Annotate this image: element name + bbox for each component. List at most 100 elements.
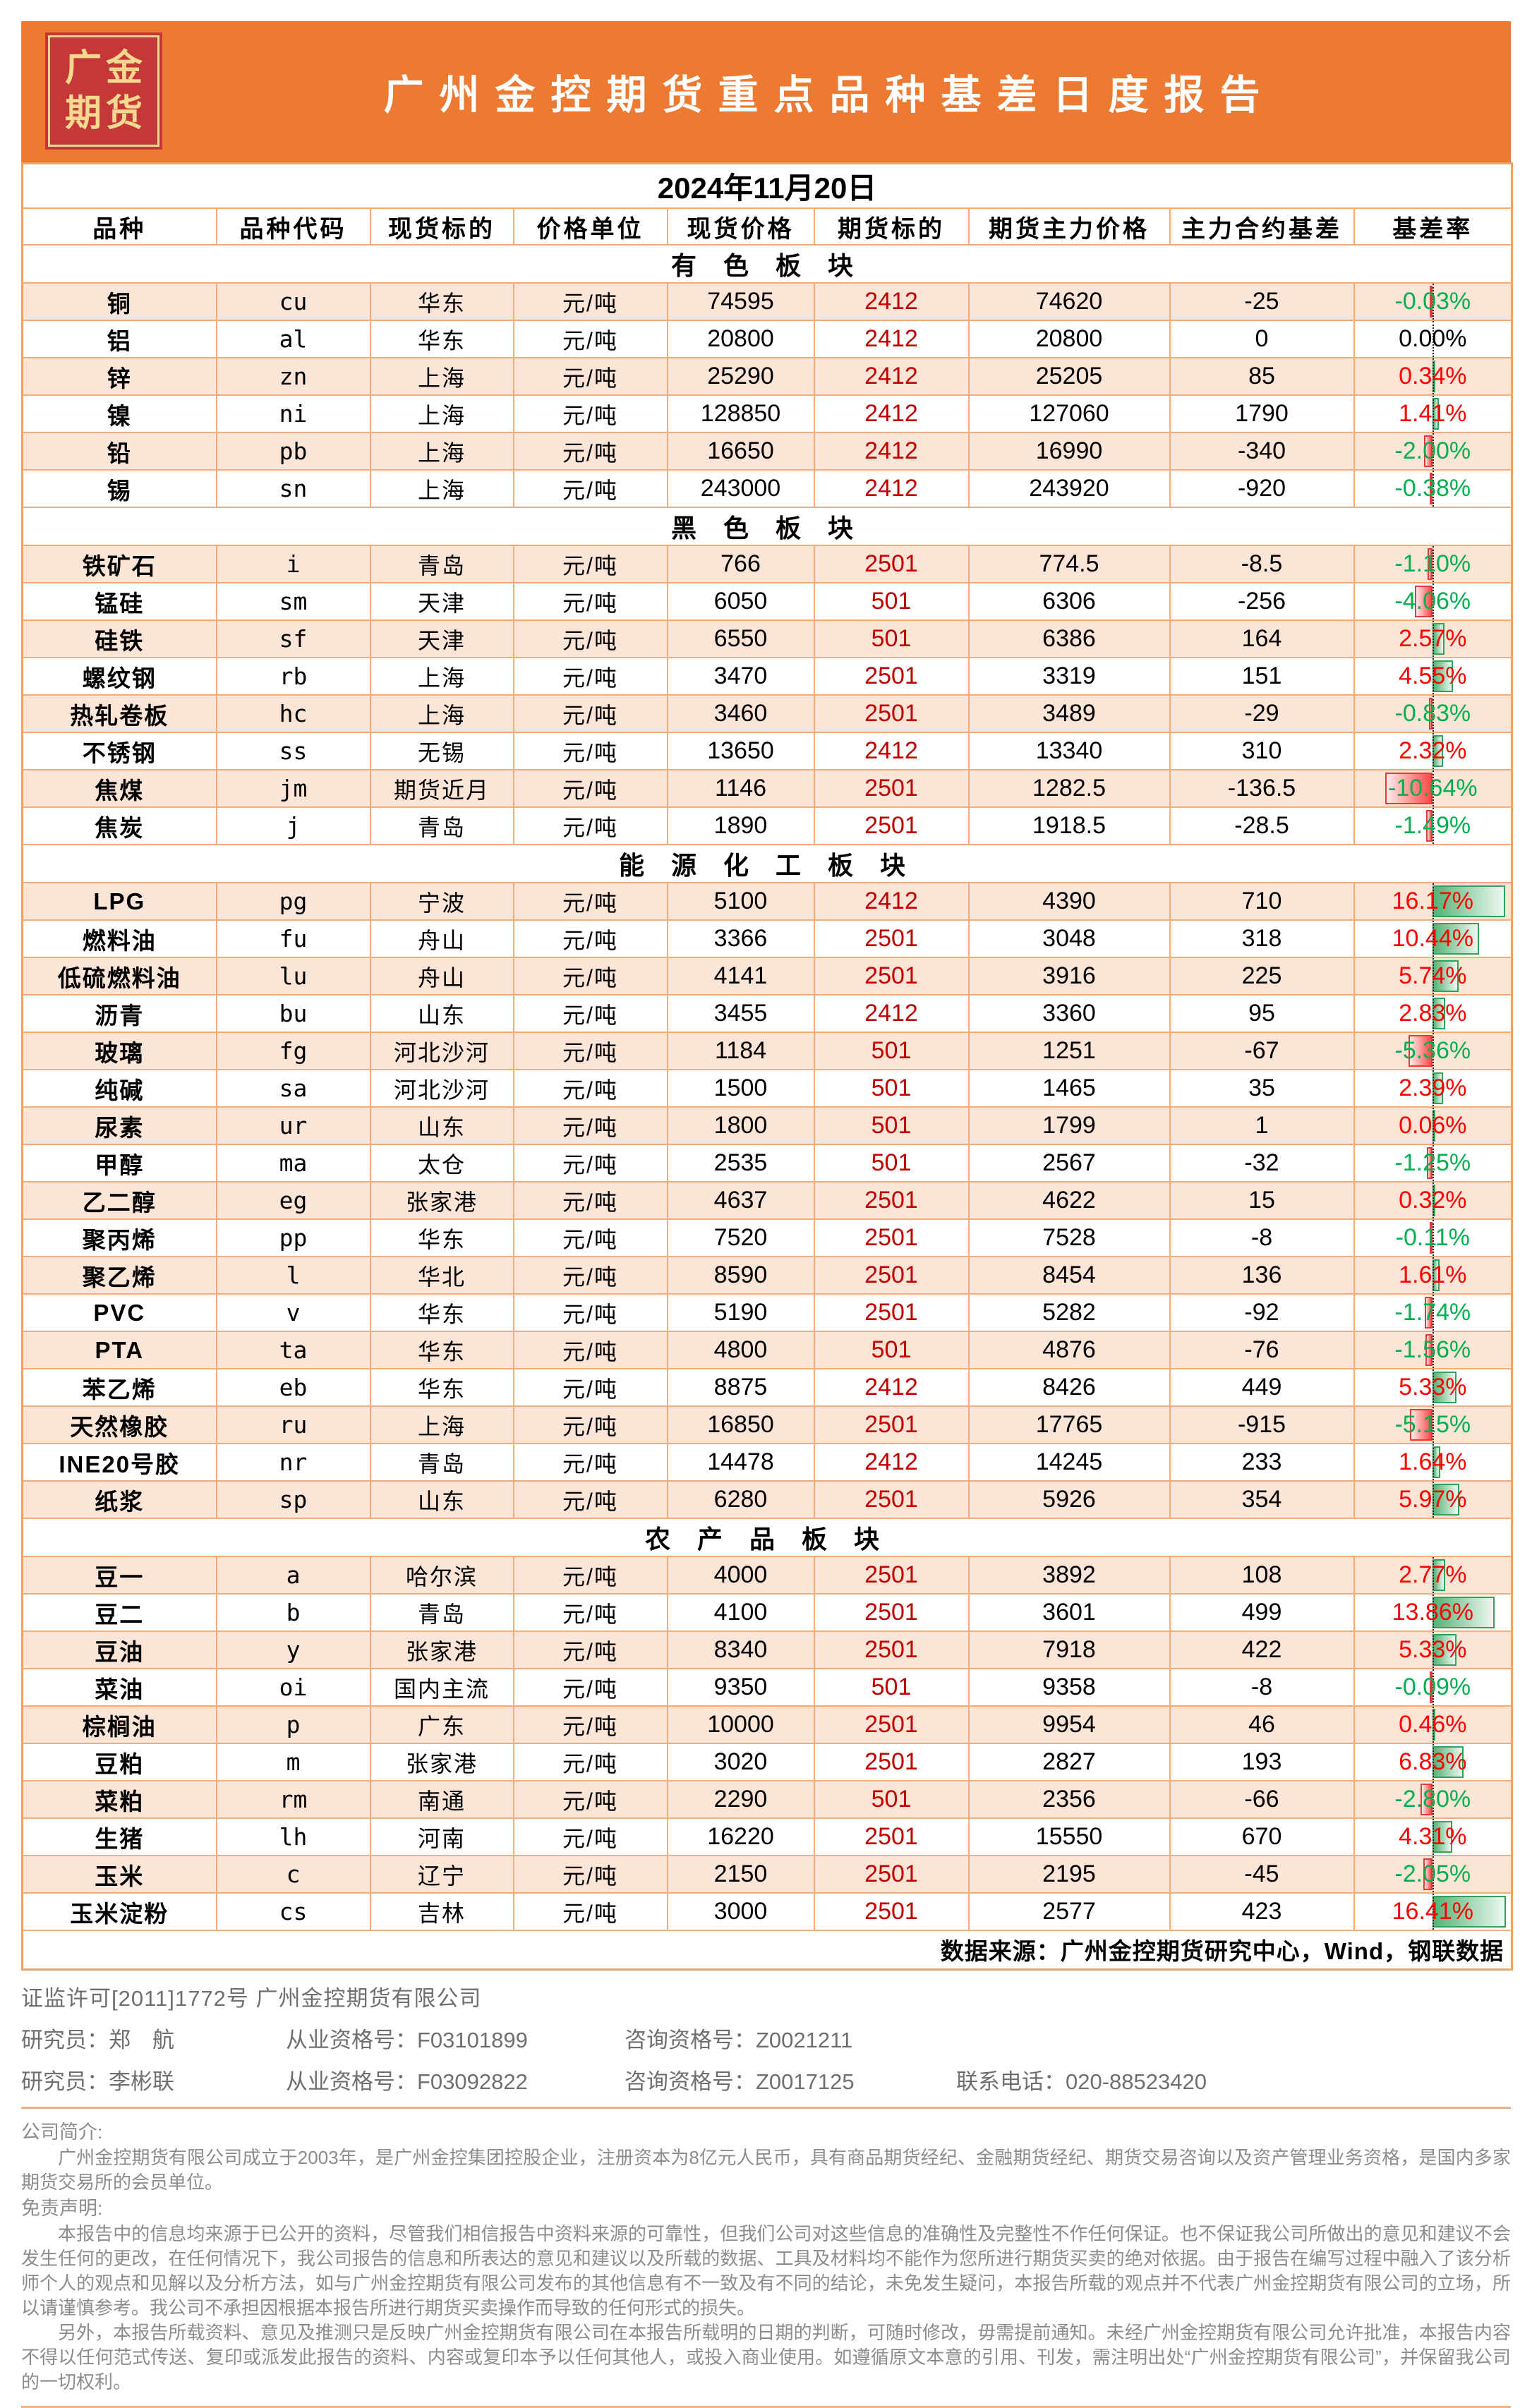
cell-code: fg: [215, 1031, 371, 1070]
rate-axis-line: [1433, 1221, 1435, 1255]
cell-futures-price: 2567: [967, 1144, 1171, 1182]
table-row: 苯乙烯 eb 华东 元/吨 8875 2412 8426 449 5.33%: [21, 1368, 1513, 1407]
cell-rate: 4.55%: [1353, 657, 1513, 696]
rate-value: -2.05%: [1394, 1861, 1471, 1887]
cell-spot-target: 舟山: [369, 919, 514, 958]
rate-value: -2.80%: [1394, 1786, 1471, 1813]
license-line: 证监许可[2011]1772号 广州金控期货有限公司: [21, 1985, 482, 2011]
cell-unit: 元/吨: [512, 432, 668, 471]
cell-code: sn: [215, 469, 371, 508]
cell-unit: 元/吨: [512, 282, 668, 321]
cell-basis: 15: [1169, 1181, 1355, 1220]
section-header-row: 能 源 化 工 板 块: [21, 844, 1513, 883]
cell-contract: 2412: [813, 1443, 970, 1482]
cell-code: oi: [215, 1668, 371, 1707]
cell-spot-target: 张家港: [369, 1743, 514, 1781]
cell-unit: 元/吨: [512, 806, 668, 845]
cell-futures-price: 7528: [967, 1218, 1171, 1257]
cell-spot-price: 3470: [666, 657, 815, 696]
cell-rate: -2.00%: [1353, 432, 1513, 471]
cell-contract: 2501: [813, 1892, 970, 1931]
rate-value: -5.15%: [1394, 1411, 1471, 1438]
cell-code: pb: [215, 432, 371, 471]
negative-data-bar: [1423, 435, 1433, 467]
cell-unit: 元/吨: [512, 1668, 668, 1707]
cell-spot-price: 2290: [666, 1780, 815, 1819]
col-header-spot-price: 现货价格: [666, 207, 815, 246]
table-row: LPG pg 宁波 元/吨 5100 2412 4390 710 16.17%: [21, 882, 1513, 921]
cell-basis: -67: [1169, 1031, 1355, 1070]
cell-spot-target: 天津: [369, 619, 514, 658]
cell-futures-price: 1799: [967, 1106, 1171, 1145]
cell-spot-target: 天津: [369, 582, 514, 621]
cell-spot-target: 华北: [369, 1256, 514, 1295]
table-row: 豆二 b 青岛 元/吨 4100 2501 3601 499 13.86%: [21, 1593, 1513, 1632]
negative-data-bar: [1429, 698, 1433, 730]
cell-code: rb: [215, 657, 371, 696]
cell-spot-target: 太仓: [369, 1144, 514, 1182]
cell-futures-price: 127060: [967, 394, 1171, 433]
col-header-basis-rate: 基差率: [1353, 207, 1513, 246]
cell-unit: 元/吨: [512, 732, 668, 770]
table-row: 焦煤 jm 期货近月 元/吨 1146 2501 1282.5 -136.5 -10.64%: [21, 769, 1513, 808]
cell-variety: 菜粕: [21, 1780, 217, 1819]
rate-axis-line: [1433, 884, 1435, 919]
cell-spot-price: 6050: [666, 582, 815, 621]
cell-variety: 铅: [21, 432, 217, 471]
cell-variety: 生猪: [21, 1817, 217, 1856]
rate-value: 1.41%: [1399, 400, 1467, 427]
rate-axis-line: [1433, 1820, 1435, 1854]
cell-spot-target: 华东: [369, 1218, 514, 1257]
cell-rate: 13.86%: [1353, 1593, 1513, 1632]
cell-futures-price: 3892: [967, 1556, 1171, 1595]
cell-basis: 136: [1169, 1256, 1355, 1295]
cell-basis: 423: [1169, 1892, 1355, 1931]
cell-rate: -5.36%: [1353, 1031, 1513, 1070]
company-logo: 广金 期货: [45, 32, 162, 150]
cell-contract: 501: [813, 1144, 970, 1182]
cell-spot-price: 243000: [666, 469, 815, 508]
cell-rate: -2.05%: [1353, 1855, 1513, 1894]
table-row: 豆一 a 哈尔滨 元/吨 4000 2501 3892 108 2.77%: [21, 1556, 1513, 1595]
cell-rate: -0.38%: [1353, 469, 1513, 508]
rate-value: 16.17%: [1392, 888, 1473, 914]
cell-rate: 16.17%: [1353, 882, 1513, 921]
cell-futures-price: 2827: [967, 1743, 1171, 1781]
cell-spot-price: 74595: [666, 282, 815, 321]
table-row: 玉米淀粉 cs 吉林 元/吨 3000 2501 2577 423 16.41%: [21, 1892, 1513, 1931]
cell-spot-price: 1800: [666, 1106, 815, 1145]
cell-spot-target: 山东: [369, 994, 514, 1033]
rate-value: 2.32%: [1399, 737, 1467, 764]
table-row: 纯碱 sa 河北沙河 元/吨 1500 501 1465 35 2.39%: [21, 1069, 1513, 1108]
cell-variety: 燃料油: [21, 919, 217, 958]
cell-spot-target: 华东: [369, 1331, 514, 1369]
cell-unit: 元/吨: [512, 1218, 668, 1257]
cell-futures-price: 5926: [967, 1480, 1171, 1519]
cell-basis: 499: [1169, 1593, 1355, 1632]
cell-variety: 铜: [21, 282, 217, 321]
cell-spot-target: 张家港: [369, 1181, 514, 1220]
cell-variety: 纯碱: [21, 1069, 217, 1108]
cell-futures-price: 74620: [967, 282, 1171, 321]
cell-spot-target: 河北沙河: [369, 1031, 514, 1070]
cell-variety: PTA: [21, 1331, 217, 1369]
table-row: 菜油 oi 国内主流 元/吨 9350 501 9358 -8 -0.09%: [21, 1668, 1513, 1707]
cell-contract: 2501: [813, 694, 970, 733]
logo-text-bottom: 期货: [64, 93, 147, 134]
logo-text-top: 广金: [64, 48, 147, 89]
negative-data-bar: [1430, 473, 1433, 504]
cell-unit: 元/吨: [512, 582, 668, 621]
cell-rate: -1.25%: [1353, 1144, 1513, 1182]
cell-unit: 元/吨: [512, 882, 668, 921]
negative-data-bar: [1414, 586, 1433, 617]
rate-axis-line: [1433, 1633, 1435, 1667]
disclaimer-title: 免责声明:: [21, 2197, 103, 2219]
cell-spot-price: 2535: [666, 1144, 815, 1182]
cell-spot-price: 16850: [666, 1405, 815, 1444]
cell-spot-price: 9350: [666, 1668, 815, 1707]
cell-code: pp: [215, 1218, 371, 1257]
cell-spot-target: 国内主流: [369, 1668, 514, 1707]
cell-contract: 501: [813, 1031, 970, 1070]
rate-value: 5.33%: [1399, 1374, 1467, 1400]
cell-variety: 聚丙烯: [21, 1218, 217, 1257]
